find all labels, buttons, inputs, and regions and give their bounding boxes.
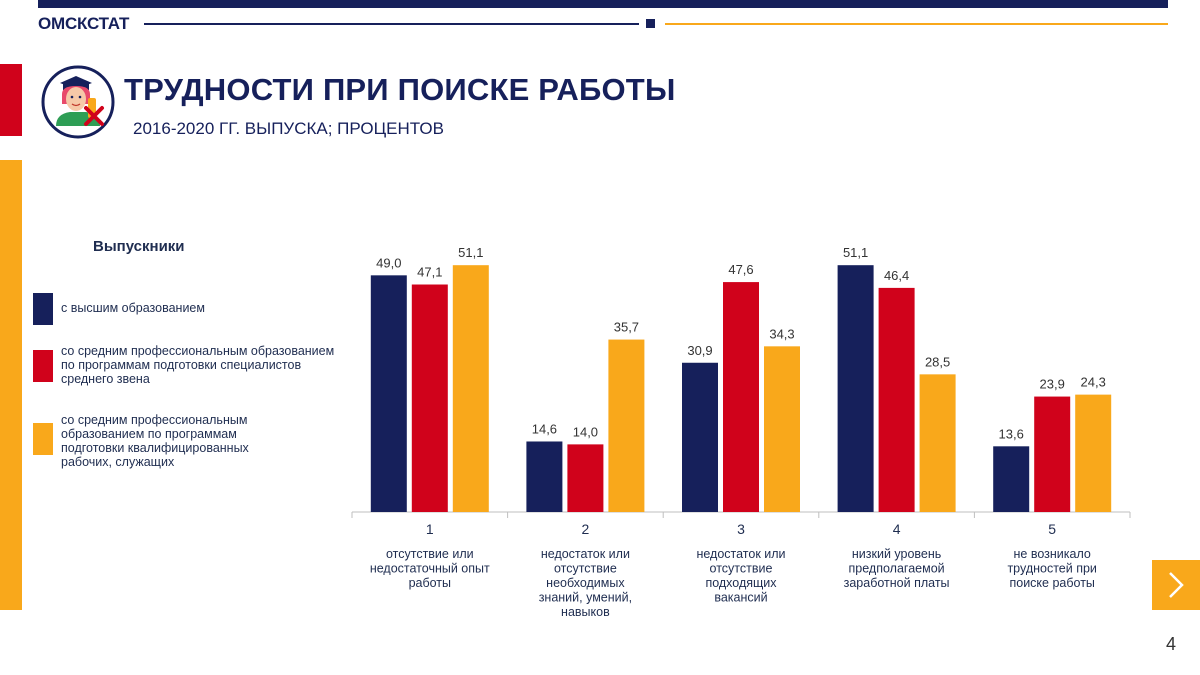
bar [1034, 396, 1071, 512]
bar-value-label: 49,0 [376, 255, 401, 270]
category-description: необходимых [546, 576, 625, 590]
category-description: заработной платы [844, 576, 950, 590]
header-divider-orange [665, 23, 1168, 25]
bar [682, 362, 718, 512]
bar [837, 265, 874, 512]
header-square [646, 19, 655, 28]
category-description: недостаточный опыт [370, 562, 490, 576]
header-divider-navy [144, 23, 639, 25]
category-description: знаний, умений, [539, 591, 632, 605]
legend-swatch-red [33, 350, 53, 382]
legend-title: Выпускники [93, 238, 185, 255]
x-tick-label: 3 [737, 521, 745, 537]
red-side-tab [0, 64, 22, 136]
bar [764, 346, 800, 512]
bar [919, 374, 956, 512]
bar-value-label: 13,6 [999, 426, 1024, 441]
bar [723, 282, 759, 512]
x-tick-label: 2 [582, 521, 590, 537]
category-description: не возникало [1014, 547, 1091, 561]
category-description: низкий уровень [852, 547, 941, 561]
category-description: навыков [561, 605, 610, 619]
chevron-right-icon [1169, 572, 1184, 598]
bar-value-label: 47,6 [728, 262, 753, 277]
bar [452, 265, 489, 512]
bar [878, 287, 915, 512]
bar-value-label: 23,9 [1040, 377, 1065, 392]
bar [608, 339, 645, 512]
legend-swatch-orange [33, 423, 53, 455]
category-description: предполагаемой [849, 562, 945, 576]
bar [567, 444, 604, 512]
legend-label: с высшим образованием [61, 301, 205, 315]
category-description: поиске работы [1009, 576, 1094, 590]
slide-subtitle: 2016-2020 ГГ. ВЫПУСКА; ПРОЦЕНТОВ [133, 119, 444, 138]
legend-item-higher: с высшим образованием [33, 293, 336, 325]
graduate-avatar-icon [40, 64, 116, 140]
bar-value-label: 51,1 [843, 245, 868, 260]
orange-side-tab [0, 160, 22, 610]
brand-logo-text: ОМСКСТАТ [38, 14, 130, 33]
category-description: недостаток или [541, 547, 630, 561]
category-description: работы [409, 576, 451, 590]
category-description: трудностей при [1007, 562, 1096, 576]
legend-item-specialists: со средним профессиональным образованием… [33, 344, 336, 386]
bar-value-label: 34,3 [769, 326, 794, 341]
legend-label: со средним профессиональным образованием… [61, 344, 335, 386]
bar-value-label: 47,1 [417, 265, 442, 280]
bar-value-label: 35,7 [614, 320, 639, 335]
legend-item-workers: со средним профессиональным образованием… [33, 413, 281, 469]
top-bar [38, 0, 1168, 8]
x-tick-label: 4 [893, 521, 901, 537]
category-description: вакансий [714, 591, 767, 605]
bar [1075, 394, 1112, 512]
x-tick-label: 1 [426, 521, 434, 537]
bar-value-label: 14,0 [573, 424, 598, 439]
bar-value-label: 51,1 [458, 245, 483, 260]
next-slide-button[interactable] [1152, 560, 1200, 610]
x-tick-label: 5 [1048, 521, 1056, 537]
legend-label: со средним профессиональным образованием… [61, 413, 249, 469]
slide-title: ТРУДНОСТИ ПРИ ПОИСКЕ РАБОТЫ [124, 72, 676, 107]
bar-value-label: 46,4 [884, 268, 909, 283]
legend-swatch-navy [33, 293, 53, 325]
bar-value-label: 28,5 [925, 354, 950, 369]
bar [993, 446, 1030, 512]
category-description: подходящих [705, 576, 777, 590]
bar [411, 284, 448, 512]
category-description: отсутствие [710, 562, 773, 576]
bar-value-label: 30,9 [687, 343, 712, 358]
bar [370, 275, 407, 512]
page-number: 4 [1166, 634, 1177, 654]
bar-value-label: 14,6 [532, 421, 557, 436]
category-description: отсутствие или [386, 547, 474, 561]
bar [526, 441, 563, 512]
category-description: недостаток или [696, 547, 785, 561]
bar-value-label: 24,3 [1081, 375, 1106, 390]
category-description: отсутствие [554, 562, 617, 576]
